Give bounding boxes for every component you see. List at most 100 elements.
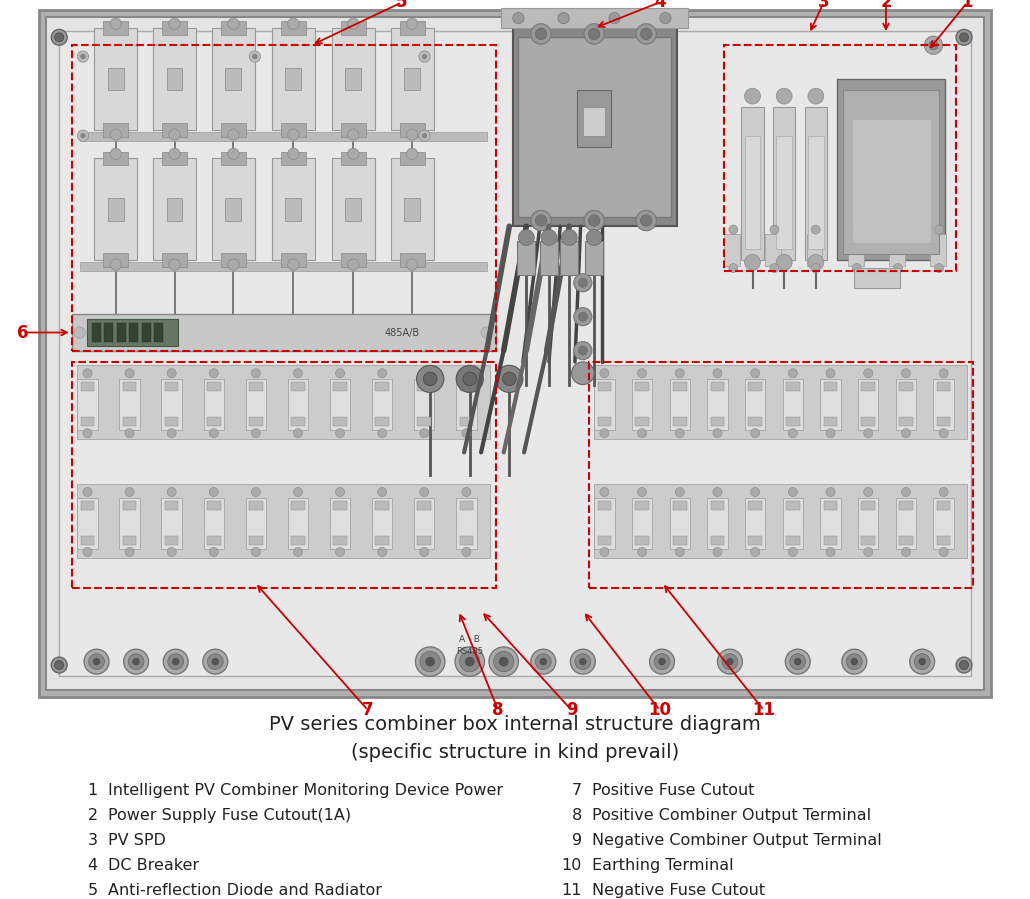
Circle shape bbox=[212, 658, 218, 665]
Circle shape bbox=[407, 18, 418, 30]
Bar bbox=[708, 498, 727, 548]
Circle shape bbox=[864, 369, 872, 378]
Circle shape bbox=[788, 429, 797, 438]
Circle shape bbox=[722, 654, 737, 670]
Bar bbox=[417, 417, 431, 426]
Circle shape bbox=[172, 658, 179, 665]
Bar bbox=[226, 67, 241, 91]
Circle shape bbox=[251, 547, 261, 556]
Text: 7: 7 bbox=[572, 783, 582, 797]
Bar bbox=[95, 158, 137, 260]
Bar bbox=[824, 382, 837, 391]
Bar bbox=[341, 254, 366, 267]
Circle shape bbox=[826, 369, 835, 378]
Bar bbox=[130, 324, 138, 342]
Circle shape bbox=[167, 487, 176, 496]
Circle shape bbox=[939, 369, 949, 378]
Circle shape bbox=[422, 54, 426, 58]
Bar bbox=[594, 378, 615, 430]
Bar bbox=[162, 22, 187, 35]
Bar bbox=[673, 501, 687, 510]
Circle shape bbox=[420, 487, 428, 496]
Circle shape bbox=[572, 362, 594, 385]
Circle shape bbox=[641, 28, 652, 40]
Bar bbox=[899, 417, 913, 426]
Bar bbox=[207, 536, 220, 545]
Circle shape bbox=[169, 18, 180, 30]
Text: Anti-reflection Diode and Radiator: Anti-reflection Diode and Radiator bbox=[108, 883, 382, 898]
Bar bbox=[285, 67, 301, 91]
Bar bbox=[221, 123, 246, 137]
Circle shape bbox=[864, 547, 872, 556]
Circle shape bbox=[419, 130, 431, 141]
Bar bbox=[636, 536, 649, 545]
Circle shape bbox=[74, 327, 85, 338]
Bar bbox=[404, 198, 420, 220]
Bar bbox=[204, 498, 224, 548]
Bar bbox=[820, 378, 840, 430]
Text: 2: 2 bbox=[88, 808, 98, 823]
Bar bbox=[711, 417, 724, 426]
Bar bbox=[786, 417, 799, 426]
Circle shape bbox=[77, 130, 89, 141]
Bar bbox=[400, 254, 424, 267]
Circle shape bbox=[660, 13, 672, 23]
Circle shape bbox=[167, 369, 176, 378]
Circle shape bbox=[495, 365, 523, 393]
Text: Positive Fuse Cutout: Positive Fuse Cutout bbox=[592, 783, 755, 797]
Circle shape bbox=[455, 647, 484, 676]
Circle shape bbox=[636, 210, 656, 231]
Circle shape bbox=[55, 661, 64, 670]
Bar bbox=[786, 382, 799, 391]
Circle shape bbox=[536, 28, 547, 40]
Circle shape bbox=[929, 40, 938, 49]
Circle shape bbox=[287, 18, 299, 30]
Text: Power Supply Fuse Cutout(1A): Power Supply Fuse Cutout(1A) bbox=[108, 808, 351, 823]
Bar bbox=[673, 417, 687, 426]
Bar bbox=[417, 536, 431, 545]
Bar bbox=[808, 136, 824, 249]
Circle shape bbox=[811, 263, 820, 272]
Text: 9: 9 bbox=[572, 833, 582, 848]
Bar bbox=[848, 234, 863, 266]
Bar bbox=[165, 536, 178, 545]
Bar bbox=[502, 8, 688, 28]
Bar bbox=[597, 417, 611, 426]
Circle shape bbox=[294, 429, 303, 438]
Bar bbox=[459, 382, 473, 391]
Bar bbox=[806, 234, 822, 266]
Bar bbox=[287, 498, 308, 548]
Bar bbox=[459, 501, 473, 510]
Circle shape bbox=[209, 487, 218, 496]
Circle shape bbox=[110, 148, 122, 159]
Bar bbox=[636, 501, 649, 510]
Bar bbox=[249, 417, 263, 426]
Circle shape bbox=[901, 369, 911, 378]
Bar bbox=[777, 136, 792, 249]
Circle shape bbox=[540, 658, 547, 665]
Circle shape bbox=[287, 148, 299, 159]
Bar bbox=[824, 536, 837, 545]
Bar bbox=[899, 501, 913, 510]
Bar bbox=[597, 501, 611, 510]
Bar bbox=[291, 501, 305, 510]
Circle shape bbox=[956, 657, 972, 673]
Bar bbox=[594, 365, 967, 439]
Bar bbox=[459, 417, 473, 426]
Bar bbox=[414, 498, 435, 548]
Circle shape bbox=[461, 487, 471, 496]
Bar bbox=[711, 536, 724, 545]
Circle shape bbox=[336, 369, 345, 378]
Circle shape bbox=[584, 210, 605, 231]
Circle shape bbox=[541, 229, 557, 245]
Circle shape bbox=[790, 654, 805, 670]
Circle shape bbox=[939, 429, 949, 438]
Bar bbox=[375, 536, 389, 545]
Bar bbox=[221, 22, 246, 35]
Bar bbox=[249, 536, 263, 545]
Bar bbox=[749, 382, 762, 391]
Circle shape bbox=[726, 658, 733, 665]
Circle shape bbox=[500, 657, 508, 666]
Text: 7: 7 bbox=[363, 701, 374, 719]
Bar bbox=[330, 378, 350, 430]
